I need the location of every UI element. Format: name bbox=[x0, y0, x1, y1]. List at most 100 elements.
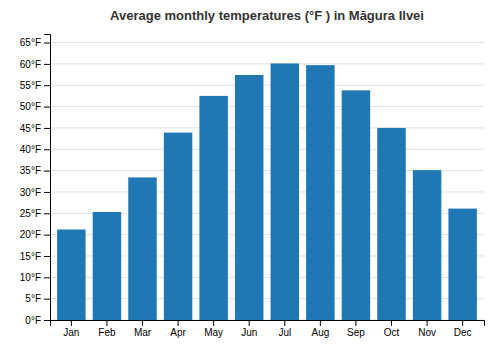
y-tick-mark bbox=[44, 107, 50, 108]
x-tick-mark bbox=[391, 320, 392, 326]
y-tick: 30°F bbox=[20, 187, 50, 198]
y-tick-label: 5°F bbox=[25, 293, 41, 304]
bar bbox=[57, 230, 85, 320]
grid-line bbox=[50, 127, 484, 128]
title: Average monthly temperatures (°F ) in Mă… bbox=[110, 8, 424, 23]
y-tick-mark bbox=[44, 256, 50, 257]
y-tick-mark bbox=[44, 128, 50, 129]
y-tick-label: 50°F bbox=[20, 101, 41, 112]
y-tick-mark bbox=[44, 149, 50, 150]
x-tick-label: Dec bbox=[454, 327, 472, 338]
x-tick-label: Oct bbox=[384, 327, 400, 338]
x-tick-label: Jul bbox=[278, 327, 291, 338]
y-tick-mark bbox=[44, 277, 50, 278]
y-tick-label: 55°F bbox=[20, 80, 41, 91]
x-tick: Jan bbox=[63, 320, 79, 338]
y-tick-label: 60°F bbox=[20, 59, 41, 70]
x-tick-mark bbox=[178, 320, 179, 326]
x-tick-mark bbox=[355, 320, 356, 326]
y-tick: 60°F bbox=[20, 59, 50, 70]
x-tick-label: Apr bbox=[170, 327, 186, 338]
y-tick-label: 25°F bbox=[20, 208, 41, 219]
y-tick: 55°F bbox=[20, 80, 50, 91]
y-tick: 35°F bbox=[20, 165, 50, 176]
plot: Jan Feb Mar Apr May Jun Jul Aug Sep Oct Nov Dec 0°F 5… bbox=[20, 35, 485, 339]
bar bbox=[271, 63, 299, 320]
x-tick-label: Nov bbox=[418, 327, 436, 338]
bar bbox=[235, 75, 263, 320]
y-tick: 0°F bbox=[25, 315, 50, 326]
y-tick-label: 45°F bbox=[20, 123, 41, 134]
x-tick-label: Jun bbox=[241, 327, 257, 338]
x-axis-line bbox=[51, 321, 485, 327]
x-tick: Feb bbox=[98, 320, 116, 338]
x-tick-mark bbox=[106, 320, 107, 326]
grid-line bbox=[50, 149, 484, 150]
y-tick-label: 20°F bbox=[20, 229, 41, 240]
y-tick-label: 15°F bbox=[20, 251, 41, 262]
x-tick: Aug bbox=[311, 320, 329, 338]
grid-line bbox=[50, 85, 484, 86]
y-tick-label: 0°F bbox=[25, 315, 41, 326]
x-axis: Jan Feb Mar Apr May Jun Jul Aug Sep Oct Nov Dec bbox=[51, 320, 485, 338]
x-tick-label: Jan bbox=[63, 327, 79, 338]
bar bbox=[199, 96, 227, 320]
grid bbox=[50, 43, 484, 320]
x-tick-label: Feb bbox=[98, 327, 116, 338]
x-tick-mark bbox=[462, 320, 463, 326]
x-tick: Dec bbox=[454, 320, 472, 338]
y-tick: 25°F bbox=[20, 208, 50, 219]
x-tick-label: Sep bbox=[347, 327, 365, 338]
y-tick-label: 10°F bbox=[20, 272, 41, 283]
grid-line bbox=[50, 42, 484, 43]
y-tick: 50°F bbox=[20, 101, 50, 112]
x-tick: Apr bbox=[170, 320, 186, 338]
y-tick-label: 40°F bbox=[20, 144, 41, 155]
x-tick-label: May bbox=[204, 327, 223, 338]
y-axis: 0°F 5°F 10°F 15°F 20°F 25°F 30°F 35°F 40°F 45°F 50… bbox=[20, 35, 51, 326]
y-tick-mark bbox=[44, 192, 50, 193]
bar bbox=[448, 209, 476, 320]
y-tick-label: 65°F bbox=[20, 37, 41, 48]
bar bbox=[342, 90, 370, 320]
bar bbox=[128, 177, 156, 320]
y-tick-mark bbox=[44, 235, 50, 236]
x-tick: May bbox=[204, 320, 223, 338]
y-tick: 10°F bbox=[20, 272, 50, 283]
x-tick: Jul bbox=[278, 320, 291, 338]
x-tick-mark bbox=[71, 320, 72, 326]
x-tick: Mar bbox=[134, 320, 152, 338]
y-tick-mark bbox=[44, 299, 50, 300]
y-tick: 5°F bbox=[25, 293, 50, 304]
grid-line bbox=[50, 63, 484, 64]
x-tick-mark bbox=[427, 320, 428, 326]
x-tick-label: Mar bbox=[134, 327, 152, 338]
y-axis-line bbox=[44, 35, 51, 321]
x-tick-mark bbox=[284, 320, 285, 326]
bars bbox=[57, 63, 477, 320]
y-tick-label: 35°F bbox=[20, 165, 41, 176]
y-tick-mark bbox=[44, 171, 50, 172]
y-tick: 15°F bbox=[20, 251, 50, 262]
x-tick-mark bbox=[213, 320, 214, 326]
x-tick: Oct bbox=[384, 320, 400, 338]
bar bbox=[377, 128, 405, 320]
y-tick-mark bbox=[44, 213, 50, 214]
bar bbox=[164, 133, 192, 320]
bar bbox=[93, 212, 121, 320]
x-tick: Jun bbox=[241, 320, 257, 338]
y-tick: 45°F bbox=[20, 123, 50, 134]
grid-line bbox=[50, 106, 484, 107]
chart: Jan Feb Mar Apr May Jun Jul Aug Sep Oct Nov Dec 0°F 5… bbox=[0, 0, 500, 350]
y-tick-label: 30°F bbox=[20, 187, 41, 198]
bar bbox=[413, 170, 441, 320]
x-tick-mark bbox=[142, 320, 143, 326]
y-tick: 40°F bbox=[20, 144, 50, 155]
y-tick-mark bbox=[44, 64, 50, 65]
y-tick-mark bbox=[44, 43, 50, 44]
y-tick: 65°F bbox=[20, 37, 50, 48]
x-tick: Sep bbox=[347, 320, 365, 338]
x-tick: Nov bbox=[418, 320, 436, 338]
x-tick-label: Aug bbox=[311, 327, 329, 338]
bar bbox=[306, 65, 334, 320]
